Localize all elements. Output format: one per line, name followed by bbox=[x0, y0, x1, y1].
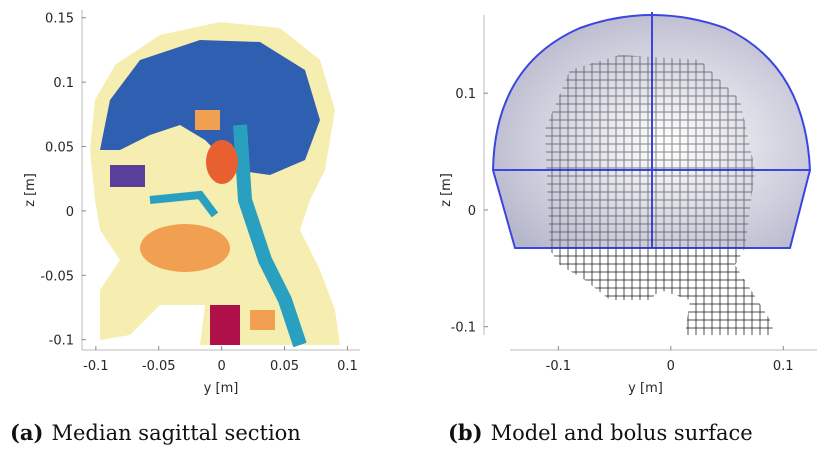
y-tick-label: 0.05 bbox=[45, 141, 74, 156]
y-tick-label: 0 bbox=[468, 204, 476, 219]
y-tick-label: -0.1 bbox=[49, 334, 74, 349]
y-axis-label: z [m] bbox=[23, 173, 38, 207]
sagittal-image bbox=[90, 22, 340, 348]
y-tick-label: -0.1 bbox=[451, 321, 476, 336]
x-axis-label: y [m] bbox=[204, 381, 239, 396]
x-tick-label: -0.1 bbox=[83, 359, 108, 374]
x-tick-label: -0.05 bbox=[142, 359, 176, 374]
x-axis-label: y [m] bbox=[628, 381, 663, 396]
y-tick-label: 0.1 bbox=[53, 76, 74, 91]
model-image bbox=[491, 12, 812, 335]
caption: (a) Median sagittal section bbox=[10, 420, 301, 445]
caption-label: (a) bbox=[10, 420, 43, 445]
caption-text: Median sagittal section bbox=[51, 421, 300, 445]
x-tick-label: 0 bbox=[217, 359, 225, 374]
x-tick-label: 0.1 bbox=[773, 359, 794, 374]
x-tick-label: 0 bbox=[667, 359, 675, 374]
x-tick-label: 0.05 bbox=[270, 359, 299, 374]
y-axis-label: z [m] bbox=[439, 173, 454, 207]
y-tick-label: 0.15 bbox=[45, 12, 74, 27]
y-tick-label: 0 bbox=[66, 205, 74, 220]
caption-label: (b) bbox=[448, 420, 483, 445]
y-tick-label: 0.1 bbox=[455, 87, 476, 102]
y-tick-label: -0.05 bbox=[40, 269, 74, 284]
caption: (b) Model and bolus surface bbox=[448, 420, 753, 445]
caption-text: Model and bolus surface bbox=[491, 421, 753, 445]
x-tick-label: -0.1 bbox=[546, 359, 571, 374]
x-tick-label: 0.1 bbox=[337, 359, 358, 374]
